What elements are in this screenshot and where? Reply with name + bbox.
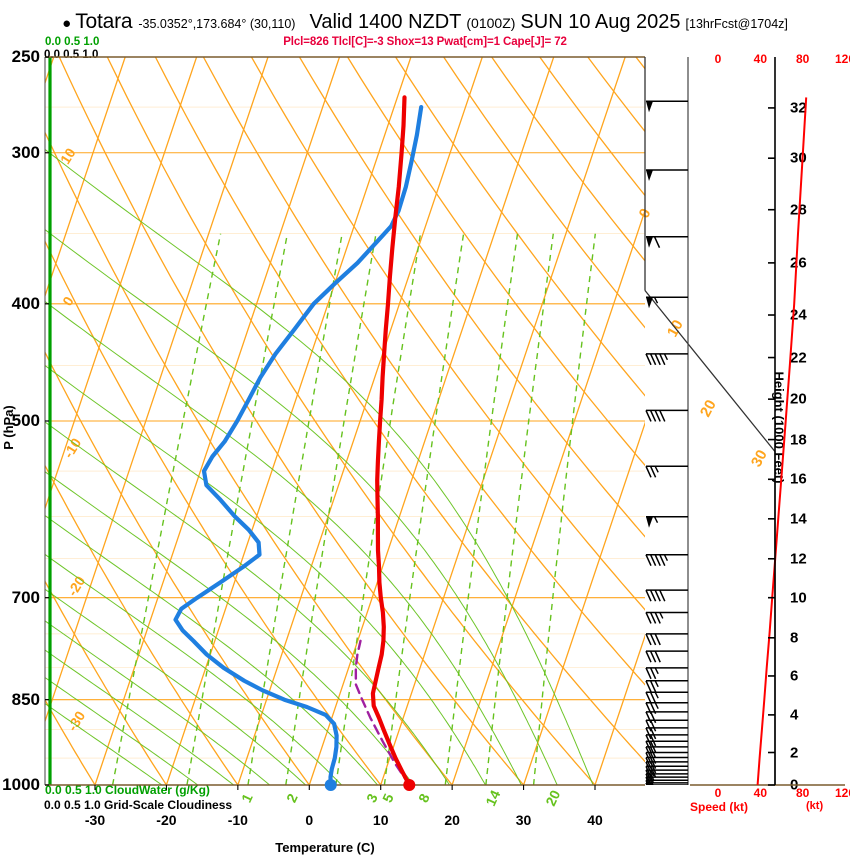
pressure-tick: 700 <box>11 587 40 607</box>
height-tick: 26 <box>790 254 807 272</box>
gridscale-scale-top: 0.0 0.5 1.0 <box>44 49 99 61</box>
dewpoint-trace <box>173 104 424 785</box>
height-tick: 14 <box>790 510 807 528</box>
surface-dewpoint-dot <box>324 779 337 791</box>
wind-barb <box>645 761 688 774</box>
temperature-tick: -10 <box>227 812 248 828</box>
wind-barb <box>645 353 688 366</box>
speed-tick: 120 <box>834 786 850 800</box>
height-tick: 32 <box>790 99 807 117</box>
wind-barb <box>645 727 688 740</box>
wind-barb <box>646 169 688 181</box>
wind-barb <box>645 711 688 724</box>
height-tick: 28 <box>790 201 807 219</box>
wind-barb <box>645 589 688 602</box>
height-curve <box>756 97 808 786</box>
speed-tick: 80 <box>795 786 810 800</box>
pressure-tick: 400 <box>11 293 40 313</box>
stability-parameters: Plcl=826 Tlcl[C]=-3 Shox=13 Pwat[cm]=1 C… <box>283 36 567 48</box>
wind-barb <box>646 784 688 785</box>
forecast-stamp: [13hrFcst@1704z] <box>685 17 788 31</box>
pressure-tick: 250 <box>11 47 40 66</box>
surface-markers <box>324 779 416 791</box>
speed-tick: 40 <box>753 52 768 66</box>
height-tick: 4 <box>790 706 799 724</box>
station-coordinates: -35.0352°,173.684° (30,110) <box>138 17 296 31</box>
height-tick: 22 <box>790 349 807 367</box>
wind-barb <box>646 235 688 248</box>
height-tick: 18 <box>790 431 807 449</box>
parcel-trace <box>354 639 411 785</box>
valid-date: SUN 10 Aug 2025 <box>520 11 681 33</box>
speed-tick: 80 <box>795 52 810 66</box>
height-tick: 2 <box>790 744 799 761</box>
pressure-tick: 500 <box>11 411 40 430</box>
height-axis <box>768 57 776 786</box>
height-tick: 8 <box>790 629 799 647</box>
cloudwater-scale-top: 0.0 0.5 1.0 <box>45 36 100 48</box>
wind-barb <box>645 734 688 747</box>
wind-barb <box>645 765 688 778</box>
wind-barb <box>645 611 688 624</box>
wind-barb <box>645 667 688 680</box>
temperature-tick: -30 <box>84 812 106 828</box>
pressure-tick: 300 <box>11 142 40 162</box>
speed-tick: 120 <box>834 52 850 66</box>
speed-unit-label: (kt) <box>806 800 824 812</box>
wind-barb <box>646 296 688 309</box>
wind-barb <box>646 515 688 528</box>
pressure-tick: 1000 <box>2 775 40 794</box>
speed-tick: 0 <box>714 52 722 66</box>
temperature-trace <box>370 95 412 785</box>
wind-barb <box>645 680 688 693</box>
height-tick: 12 <box>790 550 807 568</box>
wind-barb <box>645 650 688 663</box>
speed-tick: 40 <box>753 786 768 800</box>
station-bullet-icon: ● <box>62 15 72 32</box>
wind-barb <box>645 769 688 782</box>
temperature-tick: 10 <box>372 812 389 828</box>
surface-temperature-dot <box>403 779 416 791</box>
height-tick: 20 <box>790 390 807 408</box>
temperature-tick: -20 <box>156 812 177 828</box>
wind-barb <box>645 719 688 732</box>
wind-barb <box>645 409 688 422</box>
valid-time-utc: (0100Z) <box>466 15 516 31</box>
wind-barb <box>645 465 688 478</box>
height-tick: 16 <box>790 470 807 488</box>
temperature-axis-label: Temperature (C) <box>275 840 375 855</box>
moist-adiabat-lines <box>45 148 594 785</box>
temperature-tick: 0 <box>305 812 314 828</box>
height-tick: 6 <box>790 667 799 685</box>
temperature-tick: 20 <box>444 812 460 828</box>
gridscale-legend: 0.0 0.5 1.0 Grid-Scale Cloudiness <box>44 798 233 812</box>
speed-tick: 0 <box>714 786 722 800</box>
mixing-ratio-lines <box>111 233 596 785</box>
speed-axis-label: Speed (kt) <box>690 800 749 814</box>
cloudwater-legend: 0.0 0.5 1.0 CloudWater (g/Kg) <box>45 783 210 797</box>
valid-time: Valid 1400 NZDT <box>309 11 462 33</box>
temperature-tick: 40 <box>587 812 603 828</box>
isotherm-lines <box>45 57 645 785</box>
wind-barbs <box>645 100 688 785</box>
wind-barb <box>645 633 688 646</box>
pressure-tick: 850 <box>11 689 40 709</box>
temperature-tick: 30 <box>515 812 532 828</box>
wind-barb <box>645 553 688 567</box>
wind-barb <box>646 100 688 113</box>
header: ● Totara -35.0352°,173.684° (30,110) Val… <box>0 10 850 34</box>
wind-barb <box>645 691 688 704</box>
station-name: Totara <box>75 10 133 33</box>
isobar-lines <box>45 57 645 785</box>
height-tick: 10 <box>790 589 807 607</box>
